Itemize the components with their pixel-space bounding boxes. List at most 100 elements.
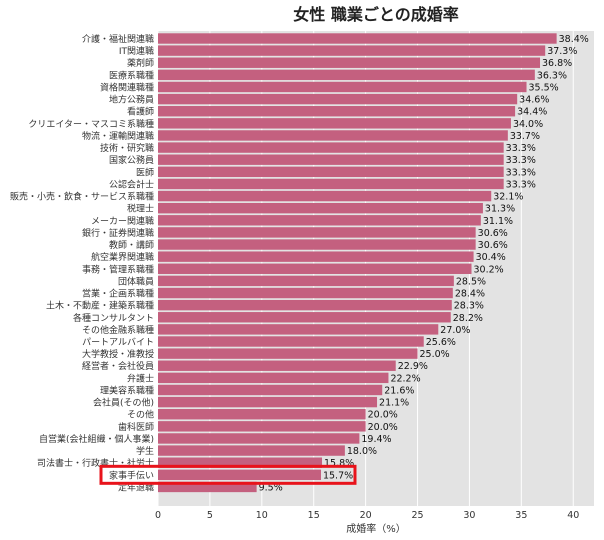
category-label: 団体職員	[118, 275, 154, 287]
bar	[158, 372, 389, 384]
bar	[158, 45, 546, 56]
value-label: 25.0%	[420, 349, 450, 360]
bar	[158, 227, 476, 238]
category-label: 技術・研究職	[100, 142, 154, 154]
value-label: 20.0%	[368, 410, 398, 421]
bar	[158, 202, 483, 214]
value-label: 28.4%	[455, 289, 485, 300]
category-label: その他	[127, 409, 154, 421]
bar	[158, 481, 257, 493]
category-label: メーカー関連職	[91, 215, 154, 227]
bar	[158, 215, 481, 226]
category-label: 公認会計士	[109, 178, 154, 190]
x-tick-label: 5	[207, 510, 213, 521]
value-label: 9.5%	[259, 482, 283, 493]
category-label: 土木・不動産・建築系職種	[46, 300, 154, 312]
value-label: 21.1%	[379, 398, 409, 409]
x-tick-label: 25	[411, 510, 423, 521]
value-label: 30.4%	[476, 252, 506, 263]
value-label: 31.3%	[485, 204, 515, 215]
bar	[158, 360, 396, 371]
category-label: 資格関連職種	[100, 81, 154, 93]
value-label: 36.3%	[537, 70, 567, 81]
bar	[158, 457, 323, 468]
x-tick-label: 20	[360, 510, 372, 521]
bar	[158, 154, 504, 165]
bar	[158, 287, 453, 299]
value-label: 38.4%	[559, 34, 589, 45]
category-label: 地方公務員	[109, 94, 154, 106]
bar	[158, 106, 516, 117]
category-label: 学生	[136, 445, 154, 457]
category-label: 会社員(その他)	[93, 397, 154, 409]
value-label: 34.4%	[517, 107, 547, 118]
bar	[158, 445, 345, 456]
bar	[158, 93, 518, 105]
category-label: 歯科医師	[118, 421, 154, 433]
category-label: パートアルバイト	[82, 337, 154, 348]
bar	[158, 251, 474, 262]
value-label: 36.8%	[542, 58, 572, 69]
bar	[158, 130, 508, 141]
bar	[158, 396, 378, 408]
x-tick-label: 0	[155, 510, 161, 521]
category-label: 航空業界関連職	[91, 251, 154, 263]
bar	[158, 275, 454, 287]
value-label: 28.2%	[453, 313, 483, 324]
bar	[158, 239, 476, 250]
category-label: 各種コンサルタント	[73, 312, 154, 324]
category-label: 家事手伝い	[109, 469, 154, 481]
bar	[158, 324, 439, 335]
value-label: 35.5%	[529, 82, 559, 93]
bar	[158, 299, 452, 311]
value-label: 25.6%	[426, 337, 456, 348]
value-label: 18.0%	[347, 446, 377, 457]
x-tick-labels: 0 5 10 15 20 25 30 35 40	[155, 510, 579, 521]
bar	[158, 118, 511, 129]
category-label: 医療系職種	[109, 69, 154, 81]
value-label: 33.3%	[506, 155, 536, 166]
bars	[158, 33, 557, 493]
value-label: 33.7%	[510, 131, 540, 142]
value-labels: 38.4%37.3%36.8%36.3%35.5% 34.6%34.4%34.0%…	[259, 34, 589, 493]
value-label: 34.6%	[519, 95, 549, 106]
value-label: 34.0%	[513, 119, 543, 130]
x-tick-label: 10	[256, 510, 268, 521]
value-label: 37.3%	[547, 46, 577, 57]
value-label: 22.9%	[398, 361, 428, 372]
category-label: 税理士	[127, 203, 154, 215]
bar	[158, 433, 360, 444]
value-label: 15.8%	[324, 458, 354, 469]
x-axis-label: 成婚率（%）	[346, 522, 406, 535]
value-label: 33.3%	[506, 167, 536, 178]
category-label: 自営業(会社組織・個人事業)	[39, 433, 154, 445]
chart-title: 女性 職業ごとの成婚率	[293, 5, 458, 24]
category-label: 営業・企画系職種	[82, 288, 154, 300]
value-label: 33.3%	[506, 143, 536, 154]
value-label: 30.6%	[478, 228, 508, 239]
bar	[158, 384, 383, 396]
value-label: 21.6%	[384, 385, 414, 396]
value-label: 28.3%	[454, 301, 484, 312]
x-tick-label: 30	[463, 510, 475, 521]
category-label: 経営者・会社役員	[82, 360, 154, 372]
highlight-box	[99, 464, 357, 485]
bar	[158, 190, 492, 202]
category-label: 販売・小売・飲食・サービス系職種	[10, 191, 154, 203]
value-label: 30.6%	[478, 240, 508, 251]
bar	[158, 178, 504, 190]
bar	[158, 409, 366, 420]
bar	[158, 336, 424, 347]
category-label: 看護師	[127, 106, 154, 118]
category-label: 理美容系職種	[100, 384, 154, 396]
category-label: 大学教授・准教授	[82, 348, 154, 360]
category-label: 教師・講師	[109, 239, 154, 251]
value-label: 22.2%	[390, 373, 420, 384]
value-label: 28.5%	[456, 276, 486, 287]
category-labels: 介護・福祉関連職IT関連職薬剤師医療系職種資格関連職種地方公務員看護師クリエイタ…	[10, 33, 154, 493]
value-label: 33.3%	[506, 179, 536, 190]
x-tick-label: 35	[515, 510, 527, 521]
bar	[158, 69, 535, 81]
category-label: 介護・福祉関連職	[82, 33, 154, 45]
